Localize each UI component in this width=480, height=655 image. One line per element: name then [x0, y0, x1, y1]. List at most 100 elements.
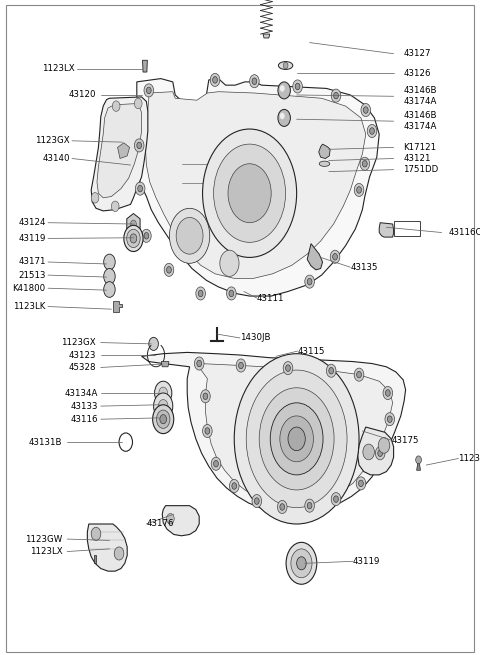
Polygon shape: [379, 223, 394, 237]
Circle shape: [357, 187, 361, 193]
Circle shape: [370, 128, 374, 134]
Circle shape: [305, 275, 314, 288]
Circle shape: [160, 415, 167, 424]
Circle shape: [111, 201, 119, 212]
Circle shape: [280, 113, 285, 119]
Circle shape: [104, 282, 115, 297]
Circle shape: [297, 557, 306, 570]
Circle shape: [201, 390, 210, 403]
Circle shape: [134, 98, 142, 109]
Circle shape: [286, 365, 290, 371]
Circle shape: [361, 103, 371, 117]
Text: 43176: 43176: [146, 519, 174, 529]
Circle shape: [295, 83, 300, 90]
Circle shape: [254, 498, 259, 504]
Circle shape: [210, 73, 220, 86]
Text: 43121: 43121: [403, 154, 431, 163]
Circle shape: [367, 124, 377, 138]
Circle shape: [330, 250, 340, 263]
Text: 43175: 43175: [391, 436, 419, 445]
Circle shape: [220, 250, 239, 276]
Circle shape: [278, 109, 290, 126]
Circle shape: [149, 337, 158, 350]
Text: K17121: K17121: [403, 143, 436, 152]
Text: 21513: 21513: [18, 271, 46, 280]
Circle shape: [153, 405, 174, 434]
Circle shape: [130, 234, 137, 243]
Circle shape: [169, 208, 210, 263]
Polygon shape: [143, 60, 147, 72]
Text: 1430JB: 1430JB: [240, 333, 271, 343]
Circle shape: [357, 371, 361, 378]
Circle shape: [228, 164, 271, 223]
Text: K41800: K41800: [12, 284, 46, 293]
Circle shape: [280, 504, 285, 510]
Circle shape: [167, 267, 171, 273]
Circle shape: [283, 62, 288, 69]
Circle shape: [198, 290, 203, 297]
Circle shape: [378, 438, 390, 453]
Polygon shape: [97, 103, 142, 198]
Circle shape: [291, 549, 312, 578]
Circle shape: [239, 362, 243, 369]
Polygon shape: [91, 97, 148, 211]
Circle shape: [229, 479, 239, 493]
Circle shape: [288, 427, 305, 451]
Text: 1123LX: 1123LX: [30, 547, 62, 556]
Polygon shape: [161, 362, 169, 367]
Text: 43135: 43135: [350, 263, 378, 272]
Text: 43174A: 43174A: [403, 122, 437, 131]
Text: 43119: 43119: [18, 234, 46, 243]
Circle shape: [176, 217, 203, 254]
Circle shape: [329, 367, 334, 374]
Circle shape: [234, 354, 359, 524]
Circle shape: [334, 496, 338, 502]
Circle shape: [383, 386, 393, 400]
FancyBboxPatch shape: [394, 221, 420, 236]
Circle shape: [211, 457, 221, 470]
Circle shape: [283, 362, 293, 375]
Circle shape: [334, 92, 338, 99]
Circle shape: [236, 359, 246, 372]
Circle shape: [232, 483, 237, 489]
Circle shape: [167, 514, 174, 524]
Text: 43120: 43120: [69, 90, 96, 100]
Text: 43146B: 43146B: [403, 86, 437, 95]
Text: 43140: 43140: [42, 154, 70, 163]
Text: 43111: 43111: [257, 293, 284, 303]
Text: 1123GX: 1123GX: [35, 136, 70, 145]
Circle shape: [214, 460, 218, 467]
Text: 43131B: 43131B: [29, 438, 62, 447]
Text: 43171: 43171: [18, 257, 46, 267]
Circle shape: [197, 360, 202, 367]
Circle shape: [305, 499, 314, 512]
Circle shape: [142, 229, 151, 242]
Polygon shape: [417, 464, 420, 470]
Text: 43116: 43116: [71, 415, 98, 424]
Circle shape: [154, 393, 173, 419]
Circle shape: [134, 139, 144, 152]
Text: 43127: 43127: [403, 49, 431, 58]
Circle shape: [354, 368, 364, 381]
Circle shape: [213, 77, 217, 83]
Text: 43119: 43119: [353, 557, 380, 566]
Circle shape: [246, 370, 347, 508]
Circle shape: [124, 225, 143, 252]
Circle shape: [356, 477, 366, 490]
Circle shape: [307, 278, 312, 285]
Polygon shape: [87, 524, 127, 571]
Circle shape: [158, 400, 168, 413]
Circle shape: [259, 388, 334, 490]
Circle shape: [159, 387, 168, 399]
Circle shape: [194, 357, 204, 370]
Circle shape: [331, 89, 341, 102]
Polygon shape: [198, 364, 393, 504]
Circle shape: [127, 229, 140, 248]
Circle shape: [138, 185, 143, 192]
Polygon shape: [127, 214, 140, 234]
Ellipse shape: [319, 161, 330, 166]
Circle shape: [156, 410, 170, 428]
Polygon shape: [135, 79, 379, 296]
Circle shape: [362, 160, 367, 167]
Circle shape: [360, 157, 370, 170]
